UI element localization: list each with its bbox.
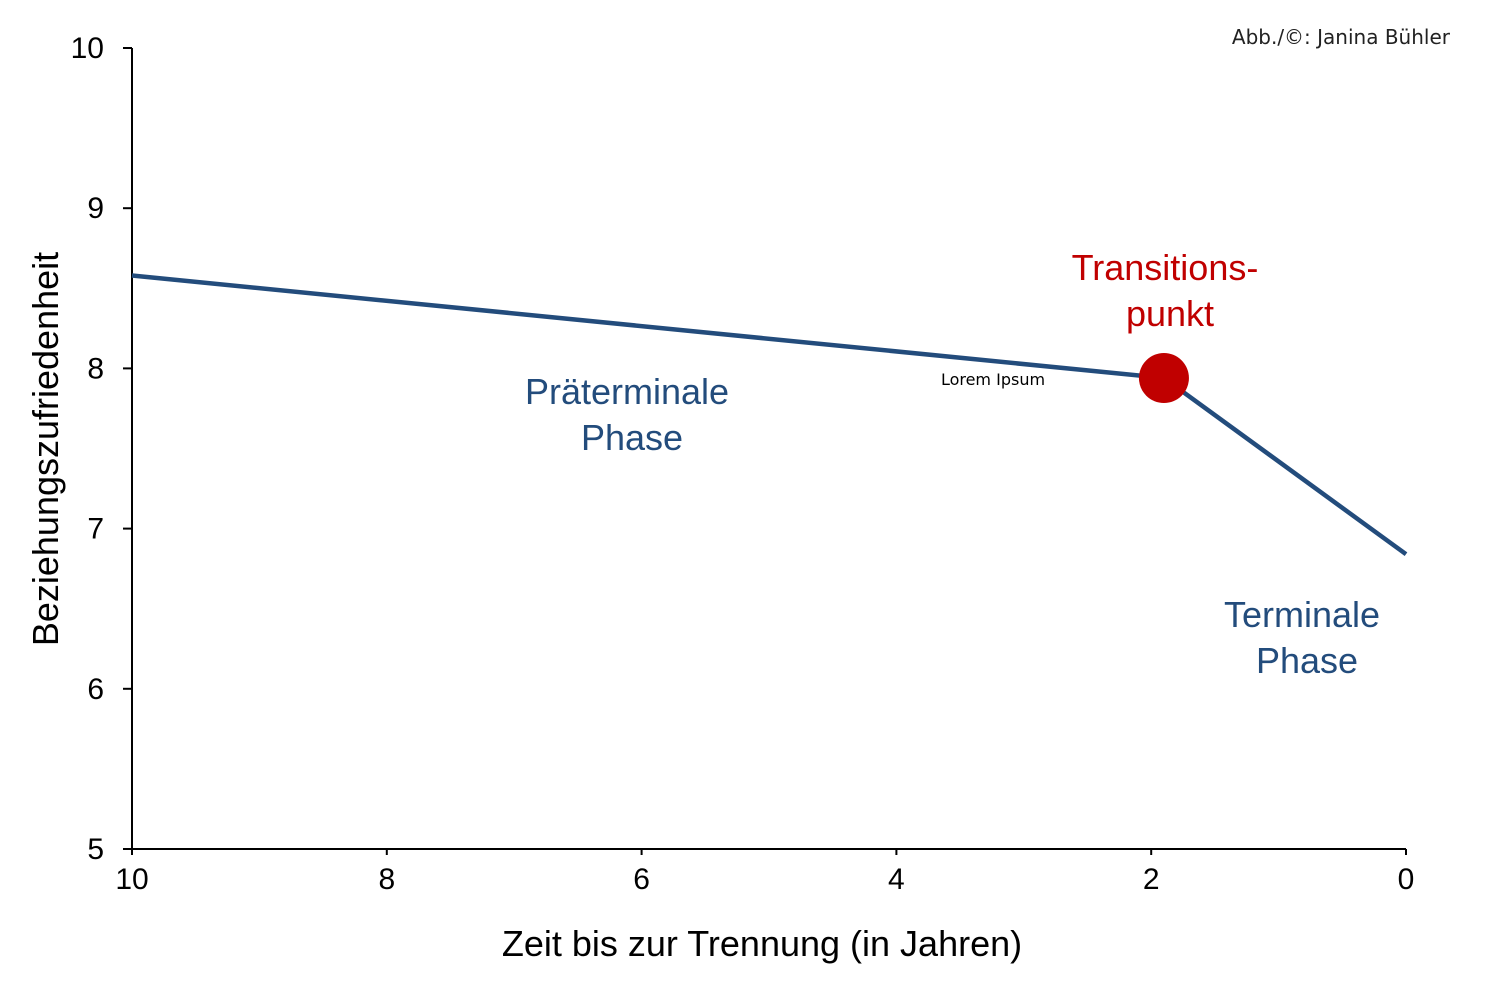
- y-axis-label: Beziehungszufriedenheit: [25, 252, 66, 646]
- x-tick-label: 10: [115, 863, 148, 896]
- praeterminal-phase-line1: Präterminale: [525, 371, 729, 412]
- x-axis-label: Zeit bis zur Trennung (in Jahren): [502, 923, 1022, 964]
- terminal-phase-line1: Terminale: [1224, 594, 1380, 635]
- transition-point-label: Transitions- punkt: [1072, 247, 1269, 334]
- point-label: Lorem Ipsum: [941, 370, 1045, 389]
- x-tick-label: 4: [888, 863, 905, 896]
- y-tick-label: 9: [87, 192, 104, 225]
- transition-point-line1: Transitions-: [1072, 247, 1259, 288]
- x-ticks: 10 8 6 4 2 0: [115, 849, 1414, 896]
- praeterminal-phase-line2: Phase: [581, 417, 683, 458]
- y-tick-label: 6: [87, 673, 104, 706]
- y-tick-label: 8: [87, 352, 104, 385]
- y-ticks: 5 6 7 8 9 10: [71, 32, 132, 866]
- x-tick-label: 0: [1398, 863, 1415, 896]
- y-tick-label: 7: [87, 513, 104, 546]
- axes: [131, 48, 1406, 850]
- y-tick-label: 5: [87, 833, 104, 866]
- image-credit: Abb./©: Janina Bühler: [1232, 25, 1451, 49]
- terminal-phase-label: Terminale Phase: [1224, 594, 1390, 681]
- x-tick-label: 8: [378, 863, 395, 896]
- transition-point-marker: [1138, 353, 1189, 404]
- terminal-phase-line2: Phase: [1256, 640, 1358, 681]
- x-tick-label: 2: [1143, 863, 1160, 896]
- x-tick-label: 6: [633, 863, 650, 896]
- praeterminal-phase-label: Präterminale Phase: [525, 371, 739, 458]
- series-line: [131, 273, 1408, 557]
- transition-point-line2: punkt: [1126, 293, 1214, 334]
- y-tick-label: 10: [71, 32, 104, 65]
